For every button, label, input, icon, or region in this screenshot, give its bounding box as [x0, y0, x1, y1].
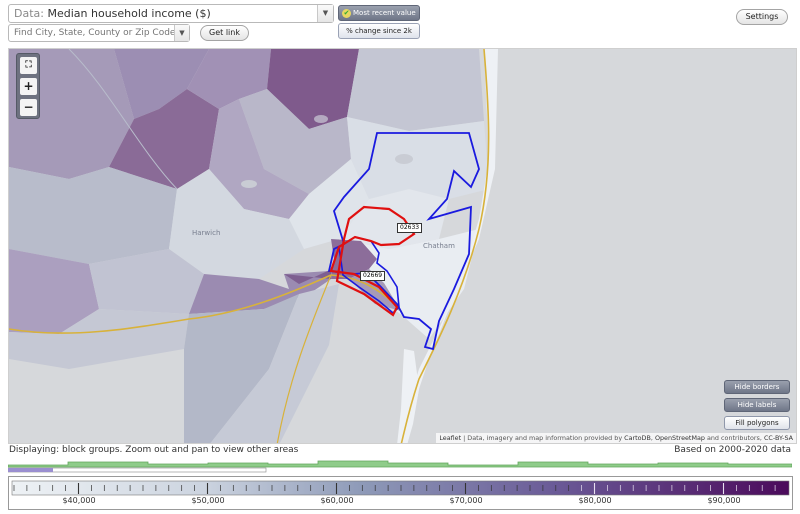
- search-chevron-down-icon[interactable]: ▼: [174, 25, 189, 41]
- color-gradient-bar: [11, 480, 790, 496]
- data-select-prefix: Data:: [14, 7, 44, 20]
- block-group[interactable]: [9, 309, 189, 369]
- check-icon: ✔: [342, 9, 351, 18]
- block-group[interactable]: [114, 49, 209, 119]
- block-group[interactable]: [189, 271, 331, 314]
- attribution-text-2: and contributors,: [704, 434, 764, 442]
- location-search-input[interactable]: [8, 24, 190, 42]
- data-select-value: Median household income ($): [47, 7, 211, 20]
- block-group[interactable]: [109, 89, 219, 189]
- zip-label-02633[interactable]: 02633: [397, 223, 423, 233]
- fill-polygons-button[interactable]: Fill polygons: [724, 416, 790, 430]
- data-years-status: Based on 2000-2020 data: [674, 445, 791, 455]
- settings-button[interactable]: Settings: [736, 9, 788, 25]
- top-toolbar: Data: Median household income ($) ▼ ▼ Ge…: [0, 0, 800, 48]
- block-group[interactable]: [169, 169, 304, 279]
- block-group[interactable]: [289, 159, 369, 249]
- block-group[interactable]: [267, 49, 359, 129]
- fit-screen-icon[interactable]: ⛶: [20, 57, 37, 74]
- block-group[interactable]: [347, 117, 489, 199]
- island: [397, 349, 419, 443]
- openstreetmap-link[interactable]: OpenStreetMap: [654, 434, 705, 442]
- range-handle[interactable]: [8, 468, 53, 472]
- color-scale-legend[interactable]: $40,000 $50,000 $60,000 $70,000 $80,000 …: [8, 476, 793, 510]
- block-group[interactable]: [347, 49, 484, 131]
- legend-ticks: [13, 483, 776, 494]
- tick-label-40000: $40,000: [62, 496, 95, 505]
- most-recent-value-label: Most recent value: [353, 9, 416, 17]
- block-group[interactable]: [184, 294, 299, 444]
- histogram-bars: [7, 460, 793, 468]
- minus-icon[interactable]: −: [20, 99, 37, 116]
- choropleth-map[interactable]: ⛶ + − Harwich Chatham 02633 02669 Hide b…: [8, 48, 797, 444]
- block-group[interactable]: [339, 189, 449, 249]
- block-group[interactable]: [89, 249, 204, 314]
- place-label-harwich: Harwich: [192, 229, 221, 237]
- percent-change-toggle[interactable]: % change since 2k: [338, 23, 420, 39]
- block-group[interactable]: [187, 49, 271, 109]
- leaflet-link[interactable]: Leaflet: [439, 434, 462, 442]
- tick-label-80000: $80,000: [578, 496, 611, 505]
- zip-label-02669[interactable]: 02669: [360, 271, 386, 281]
- license-link[interactable]: CC-BY-SA: [763, 434, 793, 442]
- most-recent-value-toggle[interactable]: ✔ Most recent value: [338, 5, 420, 21]
- map-attribution: Leaflet | Data, imagery and map informat…: [436, 433, 796, 443]
- map-canvas[interactable]: [9, 49, 797, 444]
- zip-02633-selected-outline[interactable]: [329, 205, 416, 317]
- attribution-text: | Data, imagery and map information prov…: [461, 434, 625, 442]
- displaying-status: Displaying: block groups. Zoom out and p…: [9, 445, 299, 455]
- block-group[interactable]: [9, 167, 177, 264]
- block-group[interactable]: [284, 269, 332, 284]
- zoom-control: ⛶ + −: [16, 53, 40, 119]
- block-group[interactable]: [9, 249, 99, 334]
- place-label-chatham: Chatham: [423, 242, 455, 250]
- tick-label-70000: $70,000: [449, 496, 482, 505]
- tick-label-60000: $60,000: [320, 496, 353, 505]
- block-group[interactable]: [239, 89, 351, 194]
- value-histogram[interactable]: [7, 456, 793, 474]
- block-group[interactable]: [209, 99, 309, 219]
- plus-icon[interactable]: +: [20, 78, 37, 95]
- block-group[interactable]: [9, 49, 134, 179]
- chevron-down-icon[interactable]: ▼: [317, 5, 333, 22]
- hide-borders-button[interactable]: Hide borders: [724, 380, 790, 394]
- tick-label-90000: $90,000: [707, 496, 740, 505]
- tick-label-50000: $50,000: [191, 496, 224, 505]
- cartodb-link[interactable]: CartoDB: [624, 434, 651, 442]
- hide-labels-button[interactable]: Hide labels: [724, 398, 790, 412]
- data-select[interactable]: Data: Median household income ($) ▼: [8, 4, 334, 23]
- block-group[interactable]: [209, 284, 339, 444]
- attribution-separator: ,: [650, 434, 655, 442]
- get-link-button[interactable]: Get link: [200, 25, 249, 41]
